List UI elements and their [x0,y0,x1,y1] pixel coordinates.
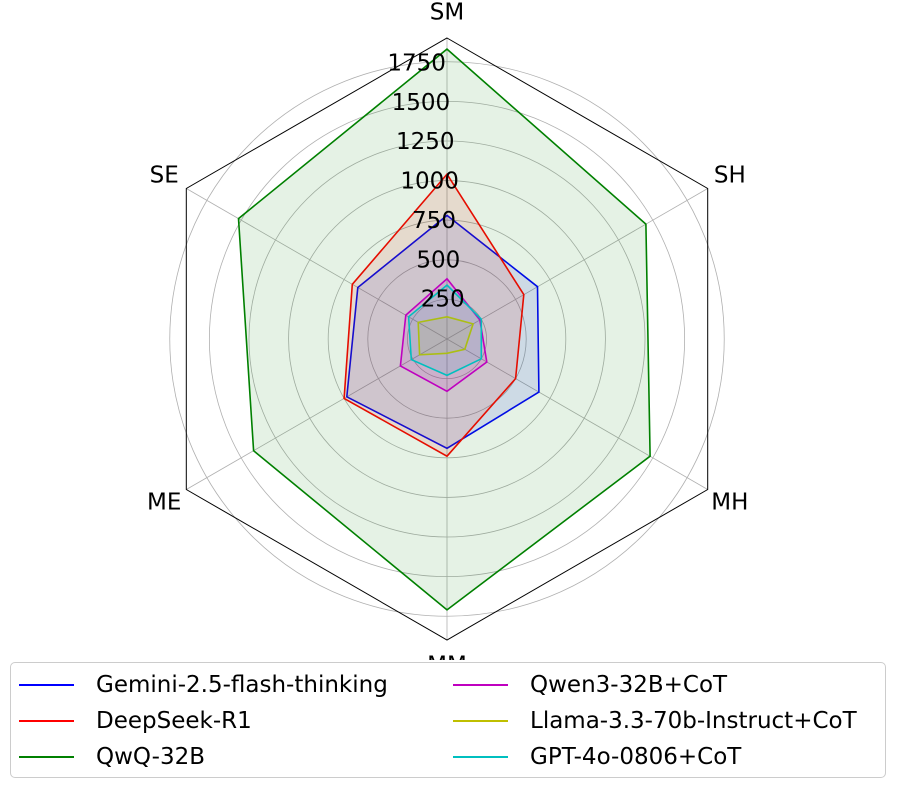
legend-label: Qwen3-32B+CoT [530,672,728,698]
tick-label-1500: 1500 [392,90,451,116]
series-fill-qwq-32b [238,49,651,610]
grid-spoke-me [186,338,448,490]
tick-label-500: 500 [416,247,460,273]
series-fill-deepseek-r1 [344,174,524,457]
legend-label: Gemini-2.5-flash-thinking [96,672,388,698]
series-fill-llama-3-3-70b-instruct-cot [418,316,474,355]
tick-label-1750: 1750 [387,50,446,76]
axis-label-mm: MM [427,653,467,660]
series-fill-gpt-4o-0806-cot [408,285,482,376]
legend-item-llama-3-3-70b-instruct-cot: Llama-3.3-70b-Instruct+CoT [453,703,857,739]
legend-label: DeepSeek-R1 [96,708,252,734]
axis-label-mh: MH [711,489,748,515]
legend-swatch [19,684,74,686]
series-line-gemini-2-5-flash-thinking [345,214,540,450]
legend-label: GPT-4o-0806+CoT [530,744,742,770]
radar-chart: SM SH MH MM ME SE 250 500 750 1000 1250 1500 1750 [147,0,748,660]
series-line-deepseek-r1 [343,172,525,458]
series-line-qwen3-32b-cot [399,277,488,393]
series-fill-qwen3-32b-cot [400,278,487,392]
grid-spoke-mh [446,338,708,490]
legend: Gemini-2.5-flash-thinking DeepSeek-R1 QwQ-… [10,662,886,778]
axis-label-se: SE [150,163,179,189]
axis-label-sm: SM [430,0,464,25]
legend-label: QwQ-32B [96,744,206,770]
series-fill-gemini-2-5-flash-thinking [346,215,539,449]
legend-swatch [453,720,508,722]
grid-spoke-sh [446,188,708,340]
axis-label-sh: SH [714,163,746,189]
tick-label-250: 250 [421,287,465,313]
legend-swatch [19,756,74,758]
series-line-qwq-32b [237,48,651,611]
series-layer [237,48,651,611]
series-line-gpt-4o-0806-cot [407,284,483,377]
legend-item-gpt-4o-0806-cot: GPT-4o-0806+CoT [453,739,741,775]
legend-item-qwq-32b: QwQ-32B [19,739,205,775]
tick-label-750: 750 [412,208,456,234]
axis-label-me: ME [147,489,181,515]
tick-label-1250: 1250 [396,129,455,155]
radial-tick-labels: 250 500 750 1000 1250 1500 1750 [387,50,464,312]
legend-swatch [453,756,508,758]
legend-swatch [453,684,508,686]
series-line-llama-3-3-70b-instruct-cot [417,315,475,356]
grid-spoke-se [186,188,448,340]
legend-item-gemini-2-5-flash-thinking: Gemini-2.5-flash-thinking [19,667,388,703]
legend-swatch [19,720,74,722]
chart-grid [169,37,725,641]
legend-label: Llama-3.3-70b-Instruct+CoT [530,708,857,734]
axis-labels: SM SH MH MM ME SE [147,0,748,660]
tick-label-1000: 1000 [400,169,459,195]
legend-item-qwen3-32b-cot: Qwen3-32B+CoT [453,667,727,703]
legend-item-deepseek-r1: DeepSeek-R1 [19,703,252,739]
outer-frame [185,37,709,641]
